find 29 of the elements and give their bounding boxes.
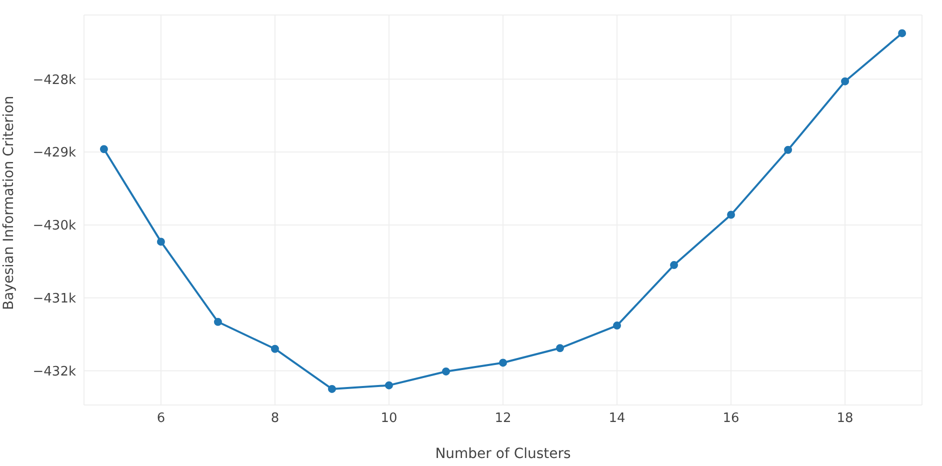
x-axis-title: Number of Clusters — [435, 446, 571, 462]
point — [499, 358, 507, 367]
y-tick-label: −429k — [32, 146, 76, 161]
x-tick-label: 18 — [836, 411, 854, 426]
point — [670, 261, 678, 270]
x-tick-label: 16 — [722, 411, 740, 426]
point — [214, 318, 222, 326]
y-tick-label: −428k — [32, 72, 76, 88]
point — [156, 238, 165, 246]
x-tick-label: 14 — [608, 411, 626, 426]
point — [898, 29, 906, 38]
point — [270, 344, 279, 353]
point — [556, 344, 564, 352]
x-tick-label: 8 — [270, 411, 280, 426]
y-tick-label: −430k — [32, 218, 76, 234]
x-tick-label: 12 — [494, 411, 512, 426]
y-tick-label: −431k — [32, 291, 76, 306]
point — [727, 210, 736, 219]
y-tick-label: −432k — [32, 364, 76, 380]
x-tick-label: 10 — [380, 411, 398, 426]
point — [784, 146, 792, 154]
x-tick-label: 6 — [156, 411, 166, 426]
point — [384, 381, 393, 390]
y-axis-title: Bayesian Information Criterion — [0, 96, 17, 310]
point — [100, 145, 108, 154]
point — [841, 77, 850, 86]
point — [442, 367, 450, 376]
point — [613, 322, 622, 330]
point — [328, 384, 336, 393]
